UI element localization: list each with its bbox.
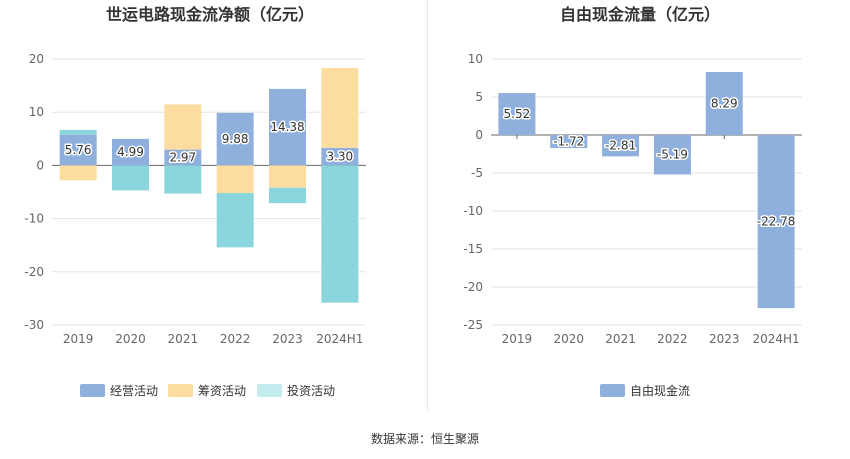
legend-swatch (257, 384, 282, 397)
bar-投资活动-2019 (59, 129, 97, 135)
data-label: -22.78 (757, 215, 796, 229)
legend-swatch (600, 384, 625, 397)
x-tick-label: 2024H1 (752, 332, 799, 346)
x-tick-label: 2023 (272, 332, 303, 346)
bar-筹资活动-2021 (164, 104, 202, 150)
bar-经营活动-2022 (216, 112, 254, 166)
legend-label: 经营活动 (110, 384, 158, 398)
y-tick-label: -15 (463, 242, 483, 256)
panel-divider (427, 0, 428, 410)
data-label: 8.29 (711, 96, 738, 110)
data-label: -2.81 (605, 139, 636, 153)
bar-筹资活动-2022 (216, 165, 254, 194)
x-tick-label: 2020 (553, 332, 584, 346)
x-tick-label: 2019 (63, 332, 94, 346)
x-tick-label: 2022 (657, 332, 688, 346)
bar-自由现金流-2021 (602, 135, 640, 157)
legend-label: 筹资活动 (198, 384, 246, 398)
data-label: 3.30 (326, 150, 353, 164)
bar-投资活动-2023 (269, 187, 306, 204)
data-label: 4.99 (117, 145, 144, 159)
data-label: 5.76 (65, 143, 92, 157)
bar-经营活动-2019 (59, 134, 97, 166)
x-tick-label: 2021 (168, 332, 199, 346)
y-tick-label: 10 (468, 52, 483, 66)
bar-投资活动-2024H1 (321, 165, 359, 303)
data-label: 2.97 (169, 150, 196, 164)
data-label: 5.52 (504, 107, 531, 121)
data-label: 9.88 (222, 132, 249, 146)
y-tick-label: 20 (29, 52, 44, 66)
chart-title: 自由现金流量（亿元） (560, 5, 720, 24)
y-tick-label: 0 (36, 158, 44, 172)
x-tick-label: 2021 (605, 332, 636, 346)
y-tick-label: 10 (29, 105, 44, 119)
bar-经营活动-2020 (112, 138, 149, 166)
data-source-note: 数据来源：恒生聚源 (370, 432, 479, 446)
y-tick-label: -10 (463, 204, 483, 218)
y-tick-label: -20 (463, 280, 483, 294)
free-cash-flow-chart: 自由现金流量（亿元） 10 5 0 -5 -10 -15 -20 -25 2019 2020 2021… (463, 5, 802, 398)
bar-筹资活动-2019 (59, 165, 97, 181)
bar-经营活动-2021 (164, 149, 202, 166)
legend-swatch (80, 384, 105, 397)
data-label: -5.19 (657, 148, 688, 162)
bar-自由现金流-2024H1 (757, 135, 795, 309)
bar-经营活动-2024H1 (321, 147, 359, 166)
y-tick-label: -20 (24, 265, 44, 279)
bar-自由现金流-2020 (550, 135, 588, 149)
legend-label: 自由现金流 (630, 383, 690, 398)
data-label: -1.72 (553, 135, 584, 149)
y-tick-label: -30 (24, 318, 44, 332)
x-tick-label: 2019 (502, 332, 533, 346)
bar-自由现金流-2023 (705, 71, 743, 135)
x-tick-label: 2024H1 (316, 332, 363, 346)
data-label: 14.38 (270, 120, 304, 134)
net-cash-flow-chart: 世运电路现金流净额（亿元） 20 10 0 -10 -20 -30 2019 2020 2021 2… (24, 5, 366, 398)
chart-title: 世运电路现金流净额（亿元） (106, 5, 314, 24)
y-tick-label: 5 (475, 90, 483, 104)
y-tick-label: -25 (463, 318, 483, 332)
bar-投资活动-2020 (112, 165, 149, 191)
x-tick-label: 2020 (115, 332, 146, 346)
bar-投资活动-2022 (216, 193, 254, 248)
bar-筹资活动-2024H1 (321, 68, 359, 148)
bar-投资活动-2021 (164, 165, 202, 194)
bar-经营活动-2023 (269, 88, 306, 166)
bar-自由现金流-2019 (498, 93, 536, 135)
y-tick-label: -10 (24, 212, 44, 226)
y-tick-label: 0 (475, 128, 483, 142)
legend-swatch (168, 384, 193, 397)
y-tick-label: -5 (471, 166, 483, 180)
x-tick-label: 2022 (220, 332, 251, 346)
x-tick-label: 2023 (709, 332, 740, 346)
bar-筹资活动-2023 (269, 165, 306, 188)
legend-label: 投资活动 (287, 383, 335, 398)
bar-自由现金流-2022 (653, 135, 691, 175)
